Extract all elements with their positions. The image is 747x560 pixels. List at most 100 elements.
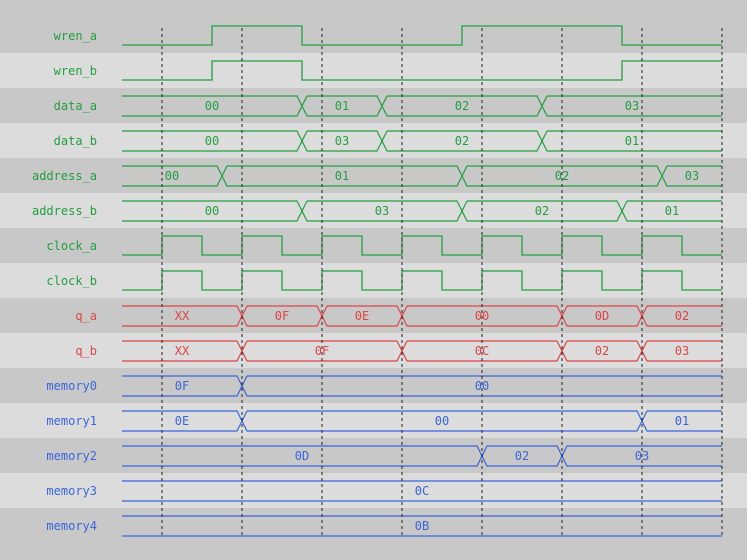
row-band — [0, 123, 747, 158]
bit-waveform — [122, 270, 722, 291]
bus-value: 01 — [625, 134, 639, 148]
bus-value: 02 — [675, 309, 689, 323]
bus-segment — [221, 165, 463, 187]
bus-value: 03 — [625, 99, 639, 113]
bus-value: 00 — [435, 414, 449, 428]
bus-value: XX — [175, 344, 190, 358]
bus-segment — [461, 200, 623, 222]
signal-label: address_a — [32, 169, 97, 183]
row-band — [0, 228, 747, 263]
bus-value: 0C — [475, 344, 489, 358]
signal-label: address_b — [32, 204, 97, 218]
signal-label: memory3 — [46, 484, 97, 498]
signal-row-wren_a: wren_a — [0, 18, 747, 53]
signal-label: wren_a — [54, 29, 97, 43]
bus-value: 02 — [595, 344, 609, 358]
bus-value: 02 — [535, 204, 549, 218]
signal-label: memory0 — [46, 379, 97, 393]
signal-row-memory3: memory3 0C — [0, 473, 747, 508]
bus-value: 0E — [175, 414, 189, 428]
bus-segment — [401, 340, 563, 362]
signal-label: wren_b — [54, 64, 97, 78]
bus-value: 0F — [315, 344, 329, 358]
row-band — [0, 53, 747, 88]
row-band — [0, 18, 747, 53]
row-band — [0, 438, 747, 473]
signal-label: data_a — [54, 99, 97, 113]
bus-segment — [621, 200, 722, 222]
signal-row-clock_b: clock_b — [0, 263, 747, 298]
signal-row-address_a: address_a 00 01 02 03 — [0, 158, 747, 193]
bus-value: 03 — [375, 204, 389, 218]
time-gridlines — [161, 28, 723, 535]
bit-waveform — [122, 25, 722, 46]
row-band — [0, 508, 747, 543]
row-band — [0, 473, 747, 508]
bus-segment — [661, 165, 722, 187]
bus-segment — [241, 340, 403, 362]
bus-value: 0C — [415, 484, 429, 498]
bus-segment — [381, 95, 543, 117]
bus-segment — [561, 445, 722, 467]
bus-value: 02 — [555, 169, 569, 183]
bus-value: 03 — [685, 169, 699, 183]
bus-value: 0E — [355, 309, 369, 323]
bus-segment — [461, 165, 663, 187]
signal-row-memory1: memory1 0E 00 01 — [0, 403, 747, 438]
bus-segment — [541, 130, 722, 152]
bus-value: 00 — [205, 99, 219, 113]
bus-segment — [301, 200, 463, 222]
bit-waveform — [122, 235, 722, 256]
bus-segment — [381, 130, 543, 152]
signal-label: memory1 — [46, 414, 97, 428]
bus-segment — [561, 340, 643, 362]
bus-value: 0D — [295, 449, 309, 463]
bus-segment — [122, 480, 722, 502]
signal-label: clock_a — [46, 239, 97, 253]
row-band — [0, 193, 747, 228]
bus-segment — [641, 340, 722, 362]
signal-row-data_a: data_a 00 01 02 03 — [0, 88, 747, 123]
bus-value: 01 — [665, 204, 679, 218]
bus-segment — [241, 375, 722, 397]
bit-waveform — [122, 60, 722, 81]
signal-row-data_b: data_b 00 03 02 01 — [0, 123, 747, 158]
row-band — [0, 298, 747, 333]
signal-label: clock_b — [46, 274, 97, 288]
row-band — [0, 333, 747, 368]
bus-value: 03 — [335, 134, 349, 148]
bus-value: 01 — [675, 414, 689, 428]
bus-segment — [301, 95, 383, 117]
bus-value: XX — [175, 309, 190, 323]
bus-value: 00 — [205, 204, 219, 218]
bus-value: 01 — [335, 99, 349, 113]
bus-segment — [641, 410, 722, 432]
bus-value: 00 — [475, 379, 489, 393]
signal-row-memory2: memory2 0D 02 03 — [0, 438, 747, 473]
row-band — [0, 368, 747, 403]
bus-value: 00 — [205, 134, 219, 148]
bus-segment — [641, 305, 722, 327]
row-band — [0, 88, 747, 123]
bus-segment — [122, 515, 722, 537]
signal-row-clock_a: clock_a — [0, 228, 747, 263]
bus-value: 01 — [335, 169, 349, 183]
bus-value: 0B — [415, 519, 429, 533]
bus-segment — [301, 130, 383, 152]
row-band — [0, 263, 747, 298]
signal-label: q_a — [75, 309, 97, 323]
signal-row-q_a: q_a XX 0F 0E 00 0D 02 — [0, 298, 747, 333]
signal-row-memory0: memory0 0F 00 — [0, 368, 747, 403]
row-band — [0, 403, 747, 438]
bus-value: 0D — [595, 309, 609, 323]
bus-value: 00 — [165, 169, 179, 183]
bus-value: 02 — [455, 99, 469, 113]
signal-label: memory4 — [46, 519, 97, 533]
bus-segment — [541, 95, 722, 117]
bus-value: 0F — [175, 379, 189, 393]
bus-value: 0F — [275, 309, 289, 323]
bus-value: 03 — [675, 344, 689, 358]
signal-row-wren_b: wren_b — [0, 53, 747, 88]
signal-row-address_b: address_b 00 03 02 01 — [0, 193, 747, 228]
